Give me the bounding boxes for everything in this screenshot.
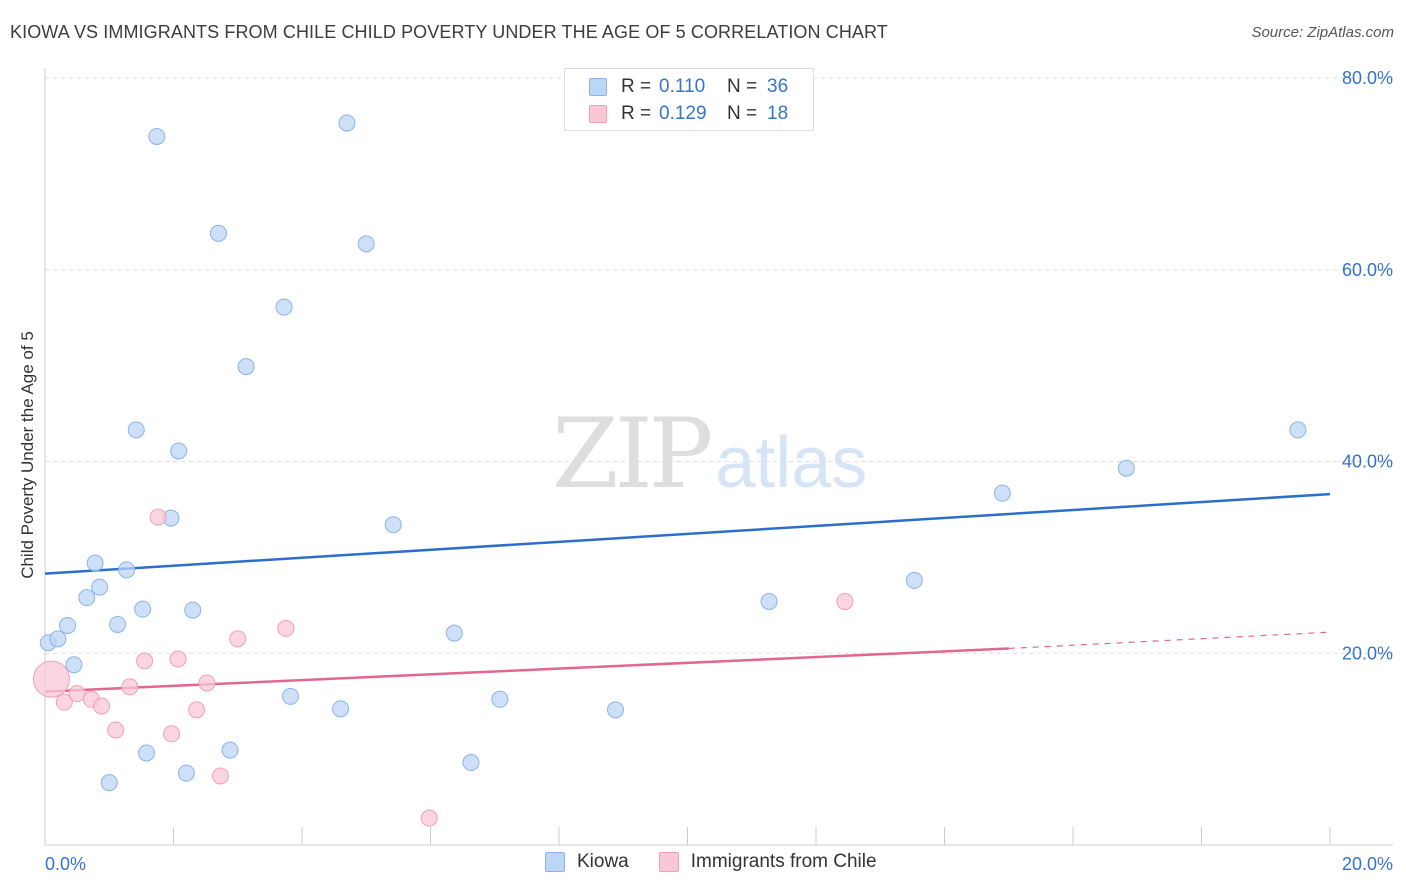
y-tick-label: 20.0% — [1342, 643, 1393, 663]
kiowa-point — [127, 421, 145, 439]
x-tick-label: 20.0% — [1342, 854, 1393, 874]
kiowa-point — [332, 700, 350, 718]
legend-n-value: 36 — [767, 76, 789, 97]
kiowa-point — [170, 442, 188, 460]
chile-point — [211, 767, 229, 785]
chile-point — [188, 701, 206, 719]
kiowa-point — [209, 224, 227, 242]
chile-swatch — [589, 105, 607, 123]
kiowa-point — [993, 484, 1011, 502]
kiowa-point — [177, 764, 195, 782]
y-tick-label: 40.0% — [1342, 452, 1393, 472]
kiowa-point — [491, 690, 509, 708]
correlation-legend: R = 0.110 N = 36 R = 0.129 N = 18 — [564, 68, 814, 131]
kiowa-point — [237, 358, 255, 376]
chile-point — [198, 674, 216, 692]
legend-r-value: 0.110 — [659, 76, 706, 97]
trend-layer — [44, 492, 1331, 693]
y-tick-label: 80.0% — [1342, 68, 1393, 88]
kiowa-point — [607, 701, 625, 719]
chile-point — [68, 685, 86, 703]
kiowa-point — [78, 589, 96, 607]
series-legend: Kiowa Immigrants from Chile — [545, 851, 907, 873]
kiowa-point — [462, 754, 480, 772]
chart-title: KIOWA VS IMMIGRANTS FROM CHILE CHILD POV… — [10, 22, 888, 42]
chile-trend-extension — [1008, 631, 1331, 650]
chile-point — [420, 809, 438, 827]
chile-point — [836, 592, 854, 610]
chile-point — [136, 652, 154, 670]
kiowa-swatch — [589, 78, 607, 96]
kiowa-trend-line — [44, 492, 1331, 575]
chile-point — [32, 660, 70, 698]
legend-r-value: 0.129 — [659, 103, 707, 124]
kiowa-point — [384, 516, 402, 534]
chile-point — [55, 693, 73, 711]
chile-point — [149, 508, 167, 526]
kiowa-point — [338, 114, 356, 132]
kiowa-legend-label: Kiowa — [577, 851, 629, 872]
kiowa-point — [905, 571, 923, 589]
kiowa-point — [184, 601, 202, 619]
kiowa-point — [91, 578, 109, 596]
kiowa-point — [275, 298, 293, 316]
kiowa-point — [134, 600, 152, 618]
tick-label-layer: 20.0% 40.0% 60.0% 80.0% 0.0% 20.0% — [45, 68, 1393, 874]
y-tick-label: 60.0% — [1342, 260, 1393, 280]
legend-n-label: N = — [727, 76, 758, 97]
point-layer — [32, 114, 1307, 827]
chile-point — [277, 619, 295, 637]
kiowa-point — [148, 127, 166, 145]
chile-point — [107, 721, 125, 739]
legend-n-label: N = — [727, 103, 758, 124]
chile-point — [121, 678, 139, 696]
kiowa-point — [58, 616, 76, 634]
legend-row-kiowa: R = 0.110 N = 36 — [589, 75, 788, 99]
kiowa-point — [281, 687, 299, 705]
kiowa-point — [357, 235, 375, 253]
axis-layer — [44, 68, 1393, 846]
kiowa-point — [760, 592, 778, 610]
chile-point — [229, 630, 247, 648]
kiowa-point — [221, 741, 239, 759]
chile-point — [93, 697, 111, 715]
kiowa-point — [86, 554, 104, 572]
legend-row-chile: R = 0.129 N = 18 — [589, 102, 788, 126]
legend-r-label: R = — [621, 103, 652, 124]
kiowa-point — [1117, 459, 1135, 477]
chile-point — [163, 725, 181, 743]
series-legend-kiowa[interactable]: Kiowa — [545, 851, 629, 873]
kiowa-point — [65, 656, 83, 674]
legend-n-value: 18 — [767, 103, 789, 124]
chile-point — [169, 650, 187, 668]
source-credit: Source: ZipAtlas.com — [1251, 24, 1394, 41]
kiowa-point — [445, 624, 463, 642]
legend-r-label: R = — [621, 76, 652, 97]
series-legend-chile[interactable]: Immigrants from Chile — [658, 851, 877, 873]
kiowa-point — [1289, 421, 1307, 439]
chile-legend-label: Immigrants from Chile — [690, 851, 877, 872]
kiowa-point — [100, 774, 118, 792]
kiowa-legend-swatch — [545, 852, 565, 872]
kiowa-point — [138, 744, 156, 762]
chile-trend-line — [44, 647, 1009, 693]
kiowa-point — [109, 615, 127, 633]
kiowa-point — [118, 561, 136, 579]
x-tick-label: 0.0% — [45, 854, 86, 874]
chile-legend-swatch — [658, 852, 679, 872]
kiowa-point — [49, 630, 67, 648]
